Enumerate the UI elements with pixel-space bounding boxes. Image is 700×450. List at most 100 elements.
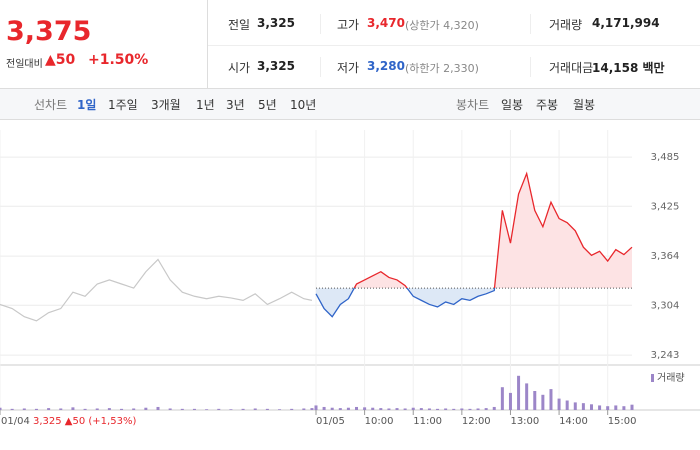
x-tick-label: 01/04 [1, 416, 30, 427]
current-price: 3,375 [6, 16, 92, 47]
stat-value: 4,171,994 [592, 16, 660, 30]
volume-bar [132, 408, 136, 410]
volume-bar [476, 408, 480, 410]
volume-bar [120, 408, 124, 410]
volume-bar [363, 407, 367, 410]
volume-bar [95, 408, 99, 410]
volume-bar [419, 408, 423, 410]
volume-bar [22, 408, 26, 410]
x-tick-label: 12:00 [462, 416, 491, 427]
stat-label: 시가 [228, 61, 251, 75]
prev-day-line [0, 258, 313, 322]
stat-value: 3,280 [367, 59, 405, 73]
x-tick-label: 01/05 [316, 416, 345, 427]
volume-bar [217, 408, 221, 410]
volume-bar [395, 408, 399, 410]
stat-label: 거래량 [549, 18, 583, 32]
volume-bar [10, 408, 14, 410]
period-tab[interactable]: 3개월 [151, 98, 181, 112]
volume-bar [180, 408, 184, 410]
stat-label: 고가 [337, 18, 360, 32]
stat-value: 3,325 [257, 59, 295, 73]
volume-bar [452, 408, 456, 410]
volume-bar [573, 402, 577, 410]
divider [530, 57, 531, 77]
volume-bar [517, 375, 521, 410]
stat-note: (하한가 2,330) [405, 62, 479, 75]
line-chart-label: 선차트 [34, 98, 68, 112]
change-pct: +1.50% [88, 52, 149, 68]
volume-bar [265, 408, 269, 410]
volume-bar [253, 408, 257, 410]
volume-bar [144, 407, 148, 410]
x-tick-label: 15:00 [608, 416, 637, 427]
volume-bar [310, 408, 314, 410]
candle-tab[interactable]: 일봉 [501, 98, 524, 112]
period-tab[interactable]: 3년 [226, 98, 245, 112]
divider [320, 57, 321, 77]
volume-bar [379, 408, 383, 410]
volume-bar [59, 408, 63, 410]
volume-bar [302, 408, 306, 410]
volume-bar [290, 408, 294, 410]
divider [320, 14, 321, 34]
volume-bar [403, 408, 407, 410]
volume-bar [427, 408, 431, 410]
volume-bar [606, 406, 610, 410]
volume-bar [314, 405, 318, 410]
volume-bar [500, 387, 504, 410]
volume-bar [589, 404, 593, 410]
volume-bar [468, 408, 472, 410]
period-tab[interactable]: 10년 [290, 98, 317, 112]
volume-bar [614, 405, 618, 410]
period-tab[interactable]: 5년 [258, 98, 277, 112]
period-tab[interactable]: 1주일 [108, 98, 138, 112]
candle-chart-label: 봉차트 [456, 98, 490, 112]
stat-value: 3,470 [367, 16, 405, 30]
volume-bar [355, 406, 359, 410]
volume-bar [622, 406, 626, 410]
volume-bar [525, 383, 529, 410]
volume-bar [205, 409, 209, 410]
volume-bar [338, 408, 342, 410]
price-panel [0, 0, 208, 88]
volume-bar [484, 408, 488, 410]
candle-tab[interactable]: 주봉 [536, 98, 559, 112]
volume-bar [508, 392, 512, 410]
y-tick-label: 3,243 [651, 350, 680, 361]
volume-bar [168, 408, 172, 410]
period-tab[interactable]: 1일 [77, 98, 97, 112]
volume-bar [346, 407, 350, 410]
volume-bar [0, 407, 2, 410]
price-line [315, 171, 633, 318]
volume-bar [565, 400, 569, 410]
candle-tab[interactable]: 월봉 [573, 98, 596, 112]
volume-bar [278, 409, 282, 410]
x-tick-label: 13:00 [510, 416, 539, 427]
change-label: 전일대비 [6, 59, 43, 70]
volume-bar [330, 407, 334, 410]
price-area [316, 173, 632, 317]
change: ▲50 [45, 52, 76, 68]
legend-swatch [651, 374, 654, 382]
stat-value: 3,325 [257, 16, 295, 30]
legend-label: 거래량 [657, 372, 685, 384]
period-tab[interactable]: 1년 [196, 98, 215, 112]
toolbar: 선차트 1일 1주일 3개월 1년 3년 5년 10년 봉차트 일봉 주봉 월봉 [0, 88, 700, 120]
volume-bar [322, 406, 326, 410]
volume-bar [387, 408, 391, 410]
volume-bar [598, 405, 602, 410]
volume-bar [557, 398, 561, 410]
volume-bar [83, 408, 87, 410]
y-tick-label: 3,304 [651, 300, 680, 311]
prev-day-note: 3,325 ▲50 (+1,53%) [33, 416, 136, 427]
volume-bar [71, 407, 75, 410]
volume-bar [47, 408, 51, 410]
stat-note: (상한가 4,320) [405, 19, 479, 32]
volume-bar [192, 408, 196, 410]
volume-bar [541, 394, 545, 410]
stat-value: 14,158 백만 [592, 61, 665, 75]
volume-bar [581, 403, 585, 410]
